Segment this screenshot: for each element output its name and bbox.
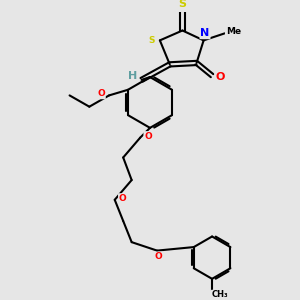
Text: N: N	[200, 28, 210, 38]
Text: O: O	[215, 72, 225, 82]
Text: S: S	[149, 36, 155, 45]
Text: O: O	[119, 194, 127, 203]
Text: CH₃: CH₃	[212, 290, 228, 299]
Text: H: H	[128, 71, 137, 81]
Text: O: O	[154, 252, 162, 261]
Text: Me: Me	[226, 27, 241, 36]
Text: S: S	[178, 0, 187, 9]
Text: O: O	[144, 132, 152, 141]
Text: O: O	[97, 89, 105, 98]
